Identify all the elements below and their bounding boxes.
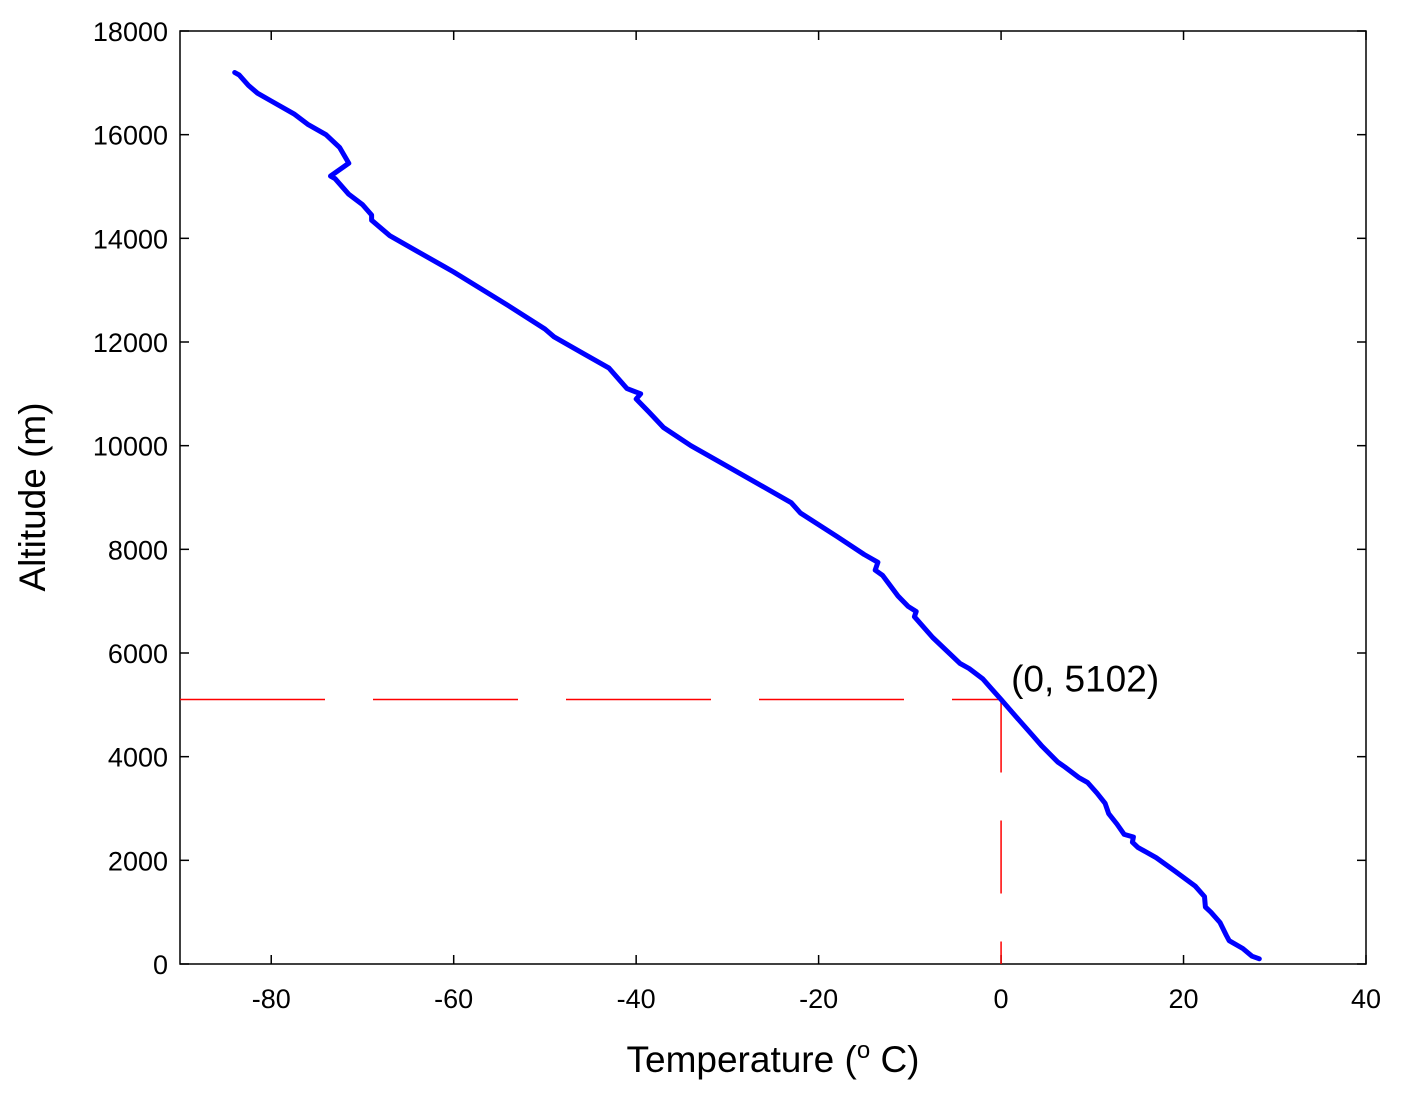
y-tick-label: 4000 — [108, 743, 168, 773]
annotations: (0, 5102) — [1011, 659, 1159, 700]
y-tick-label: 16000 — [93, 121, 168, 151]
x-tick-label: -40 — [617, 984, 656, 1014]
y-tick-label: 12000 — [93, 328, 168, 358]
x-axis-label: Temperature (o C) — [627, 1037, 920, 1080]
axis-ticks: -80 -60 -40 -20 0 20 40 0 2000 4000 6000 8000 10000 1… — [93, 17, 1381, 1014]
x-axis-label-suffix: C) — [870, 1039, 919, 1080]
x-tick-label: 40 — [1351, 984, 1381, 1014]
x-tick-label: -20 — [799, 984, 838, 1014]
x-tick-label: -60 — [434, 984, 473, 1014]
y-tick-label: 6000 — [108, 639, 168, 669]
y-tick-label: 18000 — [93, 17, 168, 47]
y-tick-label: 8000 — [108, 535, 168, 565]
x-axis-label-main: Temperature ( — [627, 1039, 858, 1080]
reference-lines — [180, 698, 1002, 964]
x-tick-label: -80 — [252, 984, 291, 1014]
series-layer — [232, 70, 1262, 962]
y-tick-label: 0 — [153, 950, 168, 980]
plot-frame — [179, 30, 1367, 965]
x-tick-label: 0 — [994, 984, 1009, 1014]
y-tick-label: 14000 — [93, 224, 168, 254]
series-line — [232, 70, 1262, 962]
y-axis-label: Altitude (m) — [12, 402, 53, 591]
x-tick-label: 20 — [1169, 984, 1199, 1014]
y-tick-label: 2000 — [108, 846, 168, 876]
y-tick-label: 10000 — [93, 432, 168, 462]
x-axis-label-superscript: o — [857, 1037, 870, 1064]
data-point-annotation: (0, 5102) — [1011, 659, 1159, 700]
